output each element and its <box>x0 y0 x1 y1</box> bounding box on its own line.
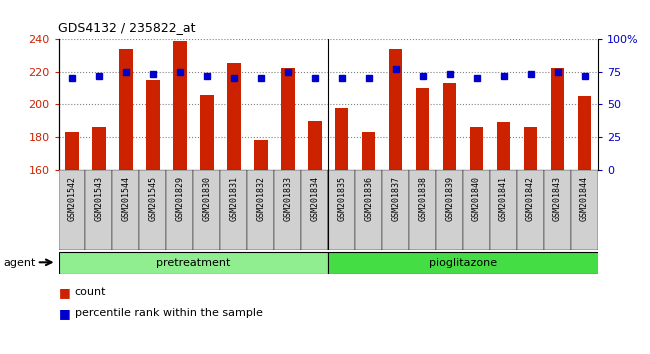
Text: GSM201834: GSM201834 <box>310 176 319 221</box>
Text: pioglitazone: pioglitazone <box>429 258 497 268</box>
Text: count: count <box>75 287 106 297</box>
Bar <box>389 49 402 170</box>
Text: GSM201545: GSM201545 <box>148 176 157 221</box>
Text: GSM201833: GSM201833 <box>283 176 292 221</box>
Bar <box>146 80 160 170</box>
Bar <box>362 132 376 170</box>
Bar <box>302 170 328 250</box>
Text: pretreatment: pretreatment <box>156 258 231 268</box>
Bar <box>544 170 571 250</box>
Text: GSM201841: GSM201841 <box>499 176 508 221</box>
Bar <box>220 170 247 250</box>
Bar <box>119 49 133 170</box>
Bar <box>463 170 490 250</box>
Bar <box>470 127 484 170</box>
Text: GSM201835: GSM201835 <box>337 176 346 221</box>
Text: GSM201543: GSM201543 <box>94 176 103 221</box>
Bar <box>281 68 294 170</box>
Bar <box>274 170 302 250</box>
Text: percentile rank within the sample: percentile rank within the sample <box>75 308 263 318</box>
Bar <box>65 132 79 170</box>
Text: GSM201542: GSM201542 <box>68 176 77 221</box>
Bar <box>490 170 517 250</box>
Text: ■: ■ <box>58 307 70 320</box>
Bar <box>578 96 592 170</box>
Text: GDS4132 / 235822_at: GDS4132 / 235822_at <box>58 21 196 34</box>
Text: GSM201831: GSM201831 <box>229 176 239 221</box>
Bar <box>382 170 410 250</box>
Bar <box>166 170 194 250</box>
Bar <box>524 127 538 170</box>
Bar <box>254 141 268 170</box>
Bar <box>416 88 430 170</box>
Text: GSM201840: GSM201840 <box>472 176 481 221</box>
Text: agent: agent <box>3 258 36 268</box>
Bar <box>85 170 112 250</box>
Bar <box>308 121 322 170</box>
Bar <box>410 170 436 250</box>
Bar <box>92 127 106 170</box>
Bar <box>173 41 187 170</box>
Bar <box>200 95 214 170</box>
Text: GSM201829: GSM201829 <box>176 176 185 221</box>
Text: GSM201836: GSM201836 <box>364 176 373 221</box>
Bar <box>355 170 382 250</box>
Text: GSM201842: GSM201842 <box>526 176 535 221</box>
Bar <box>571 170 598 250</box>
Bar <box>335 108 348 170</box>
Text: GSM201839: GSM201839 <box>445 176 454 221</box>
Bar <box>194 170 220 250</box>
Text: GSM201837: GSM201837 <box>391 176 400 221</box>
Bar <box>443 83 456 170</box>
Bar <box>227 63 240 170</box>
Bar <box>497 122 510 170</box>
Bar <box>140 170 166 250</box>
Bar <box>517 170 544 250</box>
Text: ■: ■ <box>58 286 70 298</box>
Text: GSM201830: GSM201830 <box>202 176 211 221</box>
Text: GSM201843: GSM201843 <box>553 176 562 221</box>
Text: GSM201844: GSM201844 <box>580 176 589 221</box>
Bar <box>247 170 274 250</box>
Bar <box>58 170 85 250</box>
Bar <box>58 252 328 274</box>
Text: GSM201544: GSM201544 <box>122 176 131 221</box>
Text: GSM201832: GSM201832 <box>256 176 265 221</box>
Bar <box>112 170 140 250</box>
Bar <box>328 170 355 250</box>
Text: GSM201838: GSM201838 <box>418 176 427 221</box>
Bar <box>551 68 564 170</box>
Bar <box>436 170 463 250</box>
